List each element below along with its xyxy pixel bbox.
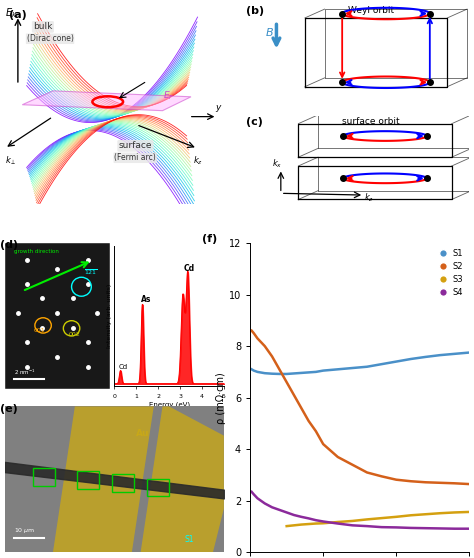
Bar	[112, 474, 134, 492]
Text: $E_k$: $E_k$	[5, 7, 17, 21]
Legend: S1, S2, S3, S4: S1, S2, S3, S4	[433, 247, 465, 299]
Text: Au: Au	[136, 429, 150, 437]
Bar	[147, 479, 169, 496]
Text: surface: surface	[118, 141, 152, 150]
Bar	[33, 469, 55, 486]
Text: (e): (e)	[0, 403, 18, 413]
Polygon shape	[22, 91, 191, 110]
Text: $k_x$: $k_x$	[272, 158, 283, 170]
Text: $y$: $y$	[215, 103, 223, 114]
Text: (a): (a)	[9, 9, 27, 20]
Text: (c): (c)	[246, 117, 263, 127]
Text: $E_F$: $E_F$	[163, 90, 174, 102]
Text: $k_z$: $k_z$	[364, 191, 374, 204]
Text: 002: 002	[68, 333, 80, 338]
Text: growth direction: growth direction	[13, 249, 58, 254]
Polygon shape	[53, 406, 154, 552]
Text: (b): (b)	[246, 7, 264, 17]
Text: surface orbit: surface orbit	[342, 117, 400, 126]
Text: (Fermi arc): (Fermi arc)	[114, 153, 156, 162]
Text: (f): (f)	[202, 234, 217, 244]
Text: (d): (d)	[0, 240, 18, 250]
Polygon shape	[141, 406, 224, 552]
Y-axis label: ρ (mΩ·cm): ρ (mΩ·cm)	[216, 372, 226, 424]
Text: $\overline{121}$: $\overline{121}$	[83, 268, 98, 277]
Text: $B$: $B$	[265, 26, 274, 39]
Text: S1: S1	[184, 535, 194, 544]
Text: 10 $\mu$m: 10 $\mu$m	[13, 526, 35, 535]
Text: bulk: bulk	[33, 22, 53, 31]
Bar	[5, 243, 110, 389]
Text: (Dirac cone): (Dirac cone)	[27, 34, 73, 44]
Bar	[77, 472, 99, 489]
Text: 2 nm$^{-1}$: 2 nm$^{-1}$	[13, 367, 35, 377]
Text: 001: 001	[33, 328, 45, 333]
Text: Weyl orbit: Weyl orbit	[347, 7, 394, 16]
Text: $k_\perp$: $k_\perp$	[5, 154, 17, 166]
Text: $k_z$: $k_z$	[193, 154, 203, 166]
